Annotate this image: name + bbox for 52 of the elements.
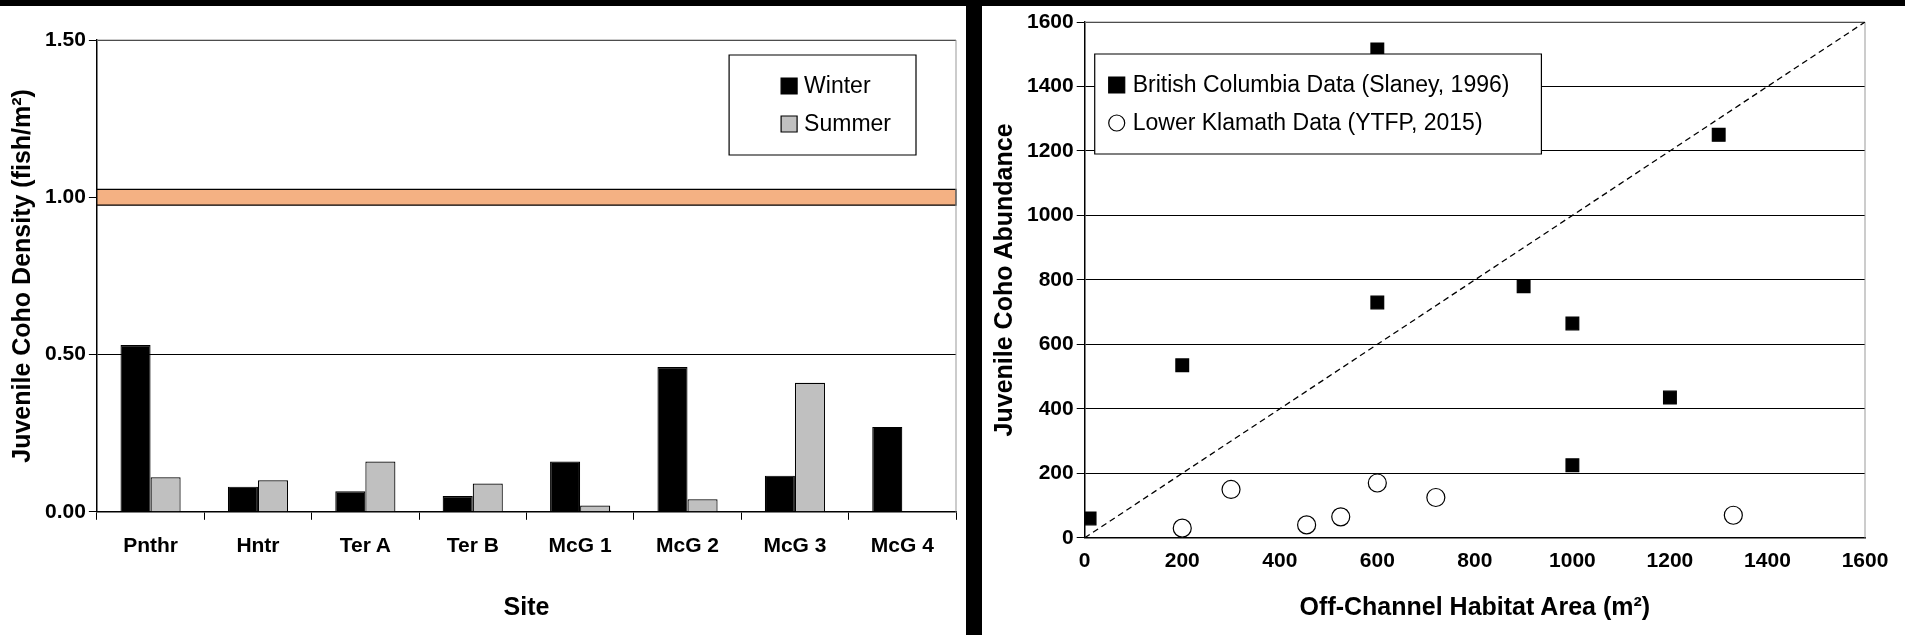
point bbox=[1367, 473, 1387, 493]
x-tick-label: 1600 bbox=[1841, 548, 1889, 572]
point bbox=[1565, 458, 1580, 473]
y-tick-label: 0.00 bbox=[45, 498, 86, 522]
point bbox=[1516, 279, 1531, 294]
x-axis-title: Site bbox=[503, 591, 550, 620]
legend-label: Summer bbox=[804, 110, 892, 137]
legend-label: British Columbia Data (Slaney, 1996) bbox=[1132, 71, 1510, 98]
y-tick-label: 1.50 bbox=[45, 26, 86, 50]
y-tick-label: 400 bbox=[1038, 395, 1074, 419]
x-tick-label: 1200 bbox=[1646, 548, 1694, 572]
x-tick-label: 200 bbox=[1164, 548, 1200, 572]
point bbox=[1370, 295, 1385, 310]
x-tick-label: 0 bbox=[1078, 548, 1091, 572]
x-tick-label: 800 bbox=[1457, 548, 1493, 572]
point bbox=[1084, 511, 1097, 526]
point bbox=[1426, 487, 1446, 508]
y-tick-label: 1200 bbox=[1027, 137, 1074, 161]
point bbox=[1175, 358, 1190, 373]
x-tick-label: Ter A bbox=[339, 533, 392, 557]
point bbox=[1297, 515, 1317, 535]
x-tick-label: 600 bbox=[1359, 548, 1395, 572]
point bbox=[1662, 390, 1677, 405]
legend-label: Lower Klamath Data (YTFP, 2015) bbox=[1132, 109, 1483, 136]
y-tick-label: 1.00 bbox=[45, 184, 86, 208]
point bbox=[1221, 479, 1241, 500]
x-tick-label: 1000 bbox=[1549, 548, 1596, 572]
y-axis-title: Juvenile Coho Density (fish/m²) bbox=[6, 89, 35, 463]
y-tick-label: 1400 bbox=[1027, 73, 1074, 97]
x-tick-label: 400 bbox=[1262, 548, 1298, 572]
point bbox=[1711, 127, 1726, 142]
y-tick-label: 1000 bbox=[1027, 202, 1074, 226]
y-tick-label: 600 bbox=[1038, 331, 1074, 355]
point bbox=[1172, 518, 1192, 538]
x-axis-title: Off-Channel Habitat Area (m²) bbox=[1299, 591, 1651, 620]
x-tick-label: Pnthr bbox=[123, 533, 178, 557]
point bbox=[1565, 316, 1580, 331]
x-tick-label: McG 2 bbox=[656, 533, 720, 557]
point bbox=[1723, 505, 1743, 525]
x-tick-label: McG 3 bbox=[763, 533, 827, 557]
point bbox=[1331, 507, 1351, 527]
y-axis-title: Juvenile Coho Abundance bbox=[988, 123, 1017, 437]
x-tick-label: McG 4 bbox=[870, 533, 935, 557]
x-tick-label: Ter B bbox=[446, 533, 499, 557]
legend-label: Winter bbox=[804, 72, 871, 99]
y-tick-label: 1600 bbox=[1027, 8, 1074, 32]
x-tick-label: 1400 bbox=[1744, 548, 1791, 572]
y-tick-label: 0.50 bbox=[45, 341, 86, 365]
x-tick-label: McG 1 bbox=[548, 533, 612, 557]
y-tick-label: 800 bbox=[1038, 266, 1074, 290]
x-tick-label: Hntr bbox=[236, 533, 280, 557]
y-tick-label: 200 bbox=[1038, 460, 1074, 484]
